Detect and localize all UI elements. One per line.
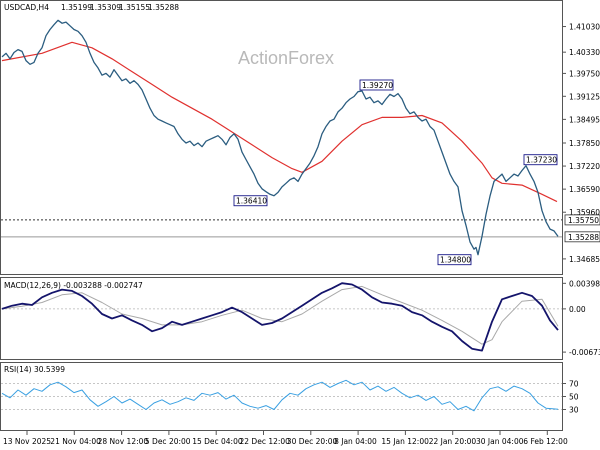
macd-ytick-label: 0.00 <box>569 305 586 314</box>
xtick-label: 28 Nov 12:00 <box>98 437 149 446</box>
xtick-label: 8 Jan 04:00 <box>334 437 377 446</box>
ma-line <box>1 41 558 203</box>
price-level-box <box>564 214 600 226</box>
annotation-box <box>233 195 268 207</box>
rsi-ytick-label: 70 <box>569 380 579 389</box>
xtick-label: 13 Nov 2025 <box>3 437 51 446</box>
macd-line <box>1 282 559 352</box>
xtick-label: 22 Jan 20:00 <box>429 437 477 446</box>
price-ytick-label: 1.35960 <box>569 208 600 217</box>
macd-ytick-label: -0.006737 <box>569 348 600 357</box>
xtick-label: 6 Feb 12:00 <box>523 437 568 446</box>
annotation-label: 1.36410 <box>236 197 267 206</box>
price-ytick-label: 1.39125 <box>569 92 600 101</box>
xtick-label: 30 Dec 20:00 <box>287 437 338 446</box>
rsi-header: RSI(14) 30.5399 <box>4 365 65 374</box>
rsi-ytick-label: 30 <box>569 406 579 415</box>
annotation-box <box>359 79 394 91</box>
annotation-label: 1.39270 <box>362 81 393 90</box>
price-header-high: 1.35309 <box>90 3 121 12</box>
price-level-label: 1.35750 <box>568 216 599 225</box>
macd-header: MACD(12,26,9) -0.003288 -0.002747 <box>4 281 143 290</box>
price-line <box>1 19 559 256</box>
watermark: ActionForex <box>238 48 334 68</box>
xtick-label: 15 Jan 12:00 <box>381 437 429 446</box>
annotation-label: 1.34800 <box>440 256 471 265</box>
annotation-box <box>437 254 472 266</box>
price-header-low: 1.35155 <box>119 3 150 12</box>
price-header-symbol: USDCAD,H4 <box>4 3 49 12</box>
price-ytick-label: 1.38495 <box>569 115 600 124</box>
annotation-label: 1.37230 <box>526 156 557 165</box>
xtick-label: 30 Jan 04:00 <box>476 437 524 446</box>
rsi-line <box>1 379 559 412</box>
price-ytick-label: 1.39750 <box>569 69 600 78</box>
price-ytick-label: 1.36590 <box>569 185 600 194</box>
price-header-open: 1.35199 <box>61 3 92 12</box>
price-header-close: 1.35288 <box>148 3 179 12</box>
rsi-ytick-label: 50 <box>569 393 579 402</box>
price-ytick-label: 1.34685 <box>569 255 600 264</box>
price-level-label: 1.35288 <box>568 233 599 242</box>
price-ytick-label: 1.41030 <box>569 23 600 32</box>
price-ytick-label: 1.40330 <box>569 48 600 57</box>
xtick-label: 21 Nov 04:00 <box>50 437 101 446</box>
macd-ytick-label: 0.003982 <box>569 279 600 288</box>
price-panel-frame <box>0 0 563 275</box>
price-ytick-label: 1.37850 <box>569 139 600 148</box>
price-level-box <box>564 231 600 243</box>
xtick-label: 5 Dec 20:00 <box>145 437 191 446</box>
price-ytick-label: 1.37220 <box>569 162 600 171</box>
annotation-box <box>523 154 558 166</box>
xtick-label: 15 Dec 04:00 <box>192 437 243 446</box>
xtick-label: 22 Dec 12:00 <box>240 437 291 446</box>
